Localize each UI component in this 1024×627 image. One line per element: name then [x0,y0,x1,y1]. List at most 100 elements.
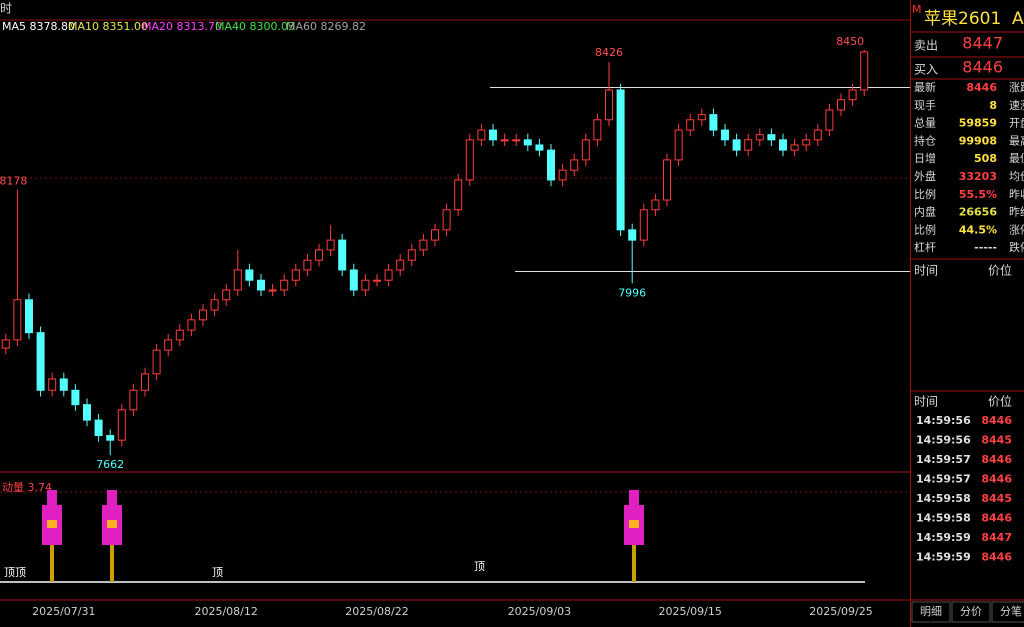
candle-body [721,129,729,141]
candle-body [106,435,115,441]
field-value: 8446 [966,81,997,94]
icon-pole [50,540,54,582]
candle-body [581,139,590,161]
field-label: 现手 [914,98,936,112]
candle-body [83,404,91,421]
tab[interactable] [951,601,991,623]
instrument-suffix: A [1012,9,1024,29]
candle-body [489,129,497,141]
tab-label[interactable]: 分价 [960,605,982,618]
icon-head [107,490,117,505]
candle-body [663,159,671,201]
candle-body [407,249,416,261]
field-value: 59859 [959,117,997,130]
candle-body [338,239,347,271]
price-annotation: 8450 [836,35,864,48]
icon-head [47,490,57,505]
instrument-name: 苹果2601 [924,9,1001,29]
candle-body [36,332,45,391]
tab-label[interactable]: 明细 [920,605,942,618]
field-label: 最低 [1009,152,1024,165]
field-value: 99908 [959,134,997,147]
candle-body [593,119,602,141]
candle-body [709,114,718,131]
field-label: 最高 [1009,133,1024,147]
candle-body [210,299,219,311]
ask-price: 8447 [962,34,1003,53]
candle-body [141,373,149,391]
indicator-mark: 顶 [474,560,485,573]
trade-time: 14:59:59 [916,531,971,544]
candle-body [384,269,393,281]
field-value: 33203 [959,170,997,183]
tab[interactable] [991,601,1024,623]
candle-body [199,309,207,321]
candle-body [790,144,799,151]
candle-body [651,199,660,211]
trade-time: 14:59:56 [916,434,971,447]
field-label: 跌停 [1009,240,1024,254]
trade-price: 8446 [981,512,1012,525]
candle-body [523,139,532,146]
candle-body [605,89,613,121]
icon-face [47,520,57,528]
x-tick-label: 2025/08/12 [194,605,257,618]
candle-body [349,269,358,291]
bid-label: 买入 [914,63,938,77]
field-label: 最新 [914,80,936,94]
field-label: 杠杆 [914,240,936,254]
candle-body [117,409,126,441]
candle-body [767,134,776,141]
candle-body [257,279,265,291]
candle-body [837,99,845,111]
column-header: 时间 [914,264,938,278]
trade-price: 8446 [981,551,1012,564]
tab[interactable] [911,601,951,623]
price-annotation: 7996 [618,286,646,299]
trade-price: 8445 [981,434,1012,447]
candle-body [175,329,184,341]
candle-body [848,89,857,101]
field-label: 均价 [1009,170,1024,183]
trade-price: 8447 [981,531,1012,544]
candle-body [48,378,57,391]
field-label: 持仓 [914,133,936,147]
icon-pole [632,540,636,582]
trade-time: 14:59:57 [916,453,971,466]
price-annotation: 8178 [0,175,27,188]
x-tick-label: 2025/07/31 [32,605,95,618]
candle-body [361,279,370,291]
candle-body [639,209,648,241]
candle-body [825,109,834,131]
field-value: 44.5% [959,223,997,236]
candle-body [628,229,637,241]
candle-body [396,259,405,271]
candle-body [129,389,138,411]
legend-entry: MA10 8351.00 [68,20,148,33]
column-header: 价位 [988,394,1012,409]
candle-body [373,279,381,282]
tab-label[interactable]: 分笔 [1000,604,1022,618]
candle-body [187,319,196,331]
candle-body [512,139,521,142]
trade-time: 14:59:56 [916,414,971,427]
candle-body [732,139,741,151]
candle-body [245,269,254,281]
price-annotation: 8426 [595,46,623,59]
candle-body [500,139,509,142]
icon-face [629,520,639,528]
candle-body [431,229,439,241]
candle-body [1,339,10,349]
legend-entry: MA5 8378.80 [2,20,75,33]
indicator-label: 动量 3.74 [2,481,52,494]
field-label: 速涨 [1009,99,1024,112]
candle-body [477,129,486,141]
candle-body [547,149,555,181]
field-value: 8 [989,99,997,112]
field-label: 比例 [914,222,936,236]
candle-body [164,339,173,351]
candle-body [268,289,277,292]
trade-price: 8445 [981,492,1012,505]
